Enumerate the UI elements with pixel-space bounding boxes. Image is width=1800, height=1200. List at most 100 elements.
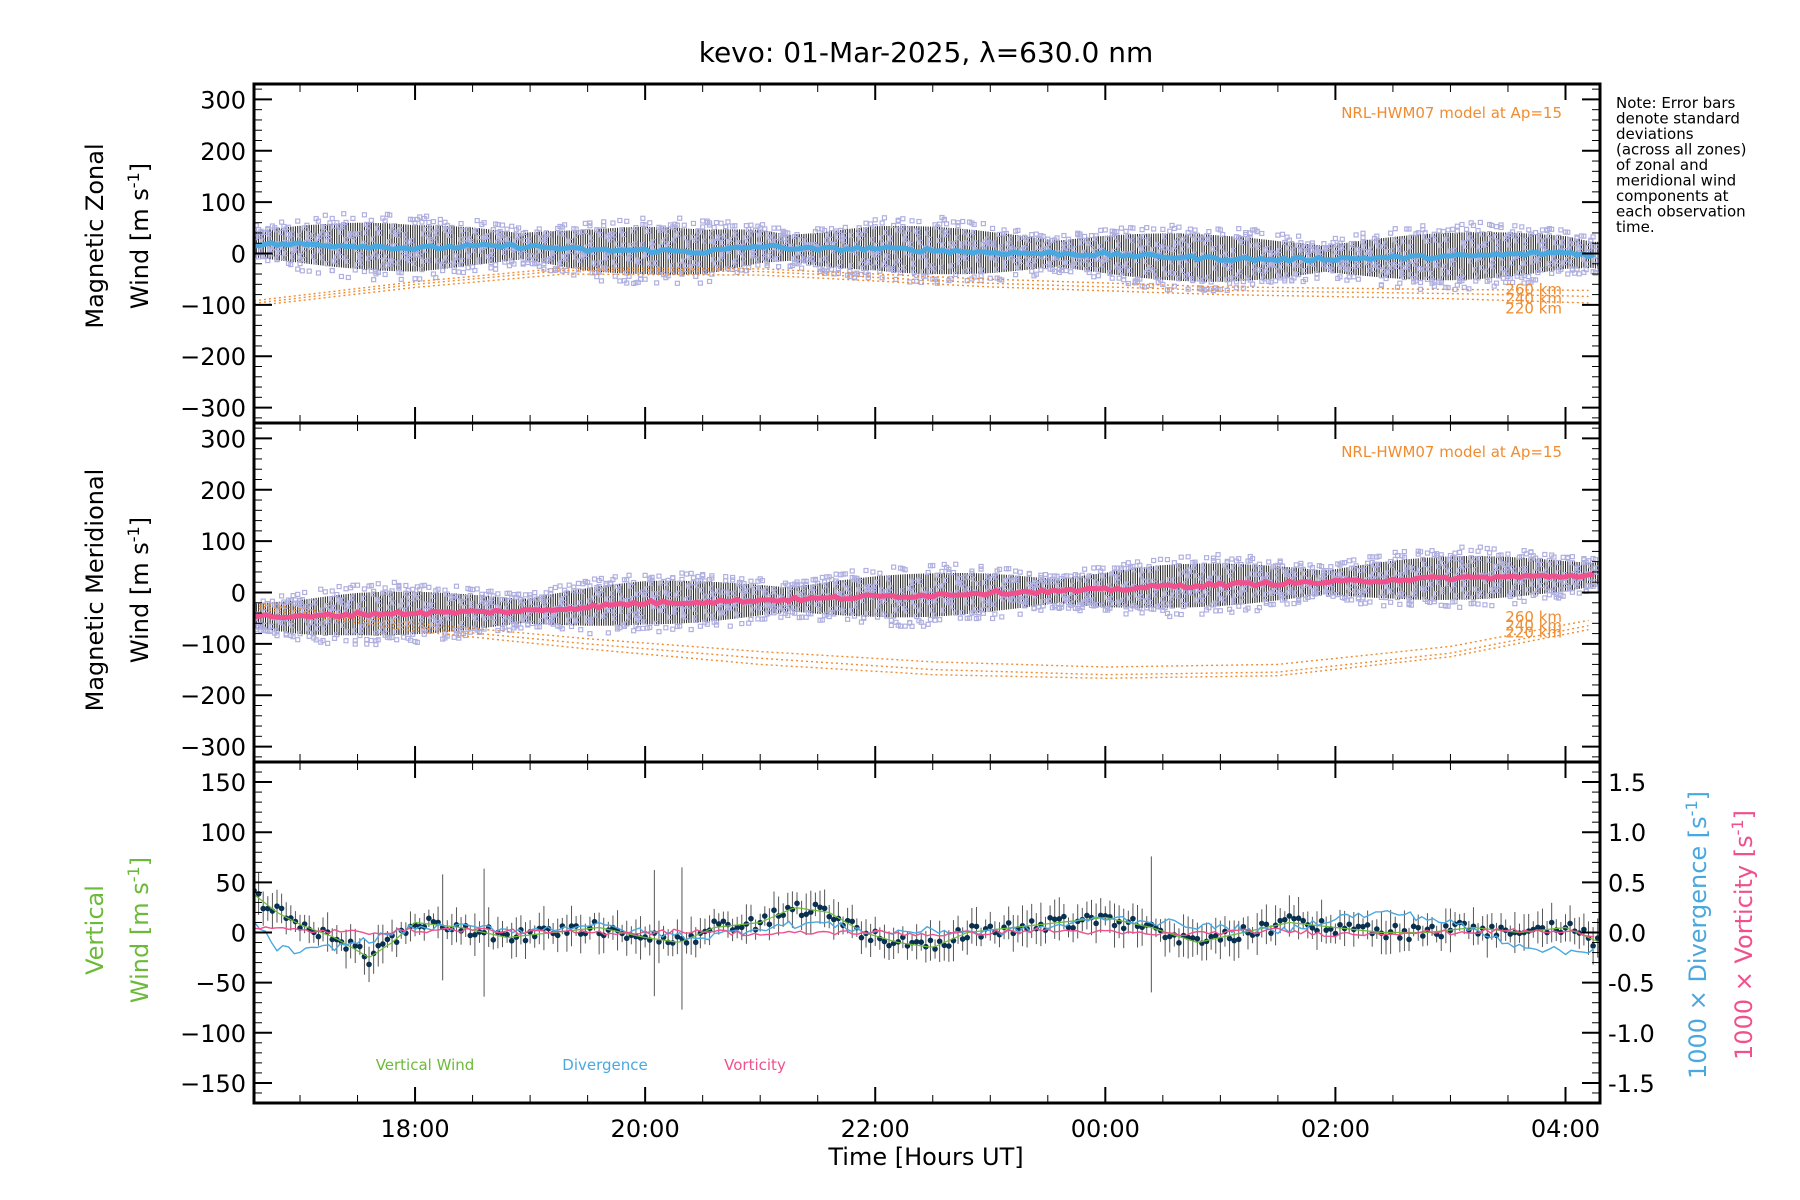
zone-point	[1058, 267, 1065, 274]
zone-point	[315, 270, 322, 276]
zone-point	[368, 582, 374, 589]
zone-point	[387, 212, 393, 218]
zone-point	[992, 611, 998, 617]
zone-point	[1489, 603, 1495, 609]
zone-point	[417, 214, 423, 220]
zone-point	[437, 220, 443, 227]
zone-point	[785, 582, 791, 588]
zone-point	[1475, 227, 1481, 234]
zone-point	[688, 626, 694, 633]
zone-point	[1590, 234, 1596, 240]
zone-point	[405, 587, 411, 594]
zone-point	[591, 576, 598, 582]
zone-point	[688, 570, 694, 576]
zone-point	[677, 623, 683, 629]
zone-point	[440, 267, 446, 274]
zone-point	[421, 582, 427, 588]
zone-point	[1431, 599, 1437, 605]
zone-point	[329, 215, 335, 222]
zone-point	[389, 588, 395, 594]
zone-point	[755, 616, 761, 622]
zone-point	[511, 261, 517, 267]
zone-point	[640, 625, 646, 631]
zone-point	[1305, 594, 1311, 600]
zone-point	[400, 634, 407, 640]
zone-point	[295, 218, 301, 224]
zone-point	[476, 629, 483, 636]
zone-point	[877, 570, 883, 576]
zone-point	[725, 219, 731, 225]
zone-point	[1086, 269, 1092, 276]
zone-point	[361, 586, 368, 592]
zone-point	[1167, 287, 1173, 293]
zone-point	[842, 571, 848, 577]
zone-point	[295, 637, 301, 643]
zone-point	[1144, 605, 1150, 611]
zone-point	[950, 219, 957, 225]
zone-point	[1498, 552, 1504, 558]
zone-point	[893, 276, 899, 282]
zone-point	[562, 222, 568, 228]
zone-point	[403, 582, 409, 589]
zone-point	[1351, 274, 1357, 280]
zone-point	[833, 571, 839, 577]
zone-point	[654, 280, 660, 286]
zone-point	[1298, 240, 1304, 246]
zone-point	[700, 571, 706, 578]
zone-point	[1484, 545, 1490, 552]
zone-point	[799, 614, 805, 620]
zone-point	[1376, 553, 1382, 559]
zone-point	[1148, 282, 1154, 289]
zone-point	[371, 588, 377, 594]
zone-point	[474, 586, 480, 592]
zone-point	[1245, 605, 1251, 611]
zone-point	[888, 622, 894, 629]
zone-point	[1102, 227, 1108, 233]
zone-point	[1332, 235, 1339, 242]
zone-point	[306, 633, 312, 639]
zone-point	[1574, 235, 1580, 241]
zone-point	[525, 259, 531, 266]
zone-point	[1468, 547, 1474, 554]
zone-point	[414, 639, 420, 645]
zone-point	[541, 266, 547, 272]
zone-point	[1454, 223, 1460, 229]
zone-point	[557, 583, 563, 589]
zone-point	[1151, 557, 1157, 564]
zone-point	[1058, 601, 1065, 608]
zone-point	[515, 591, 522, 597]
zone-point	[492, 262, 499, 268]
zone-point	[1137, 276, 1143, 282]
zone-point	[1592, 269, 1598, 276]
zone-point	[334, 592, 340, 598]
zone-point	[1017, 569, 1023, 575]
zone-point	[1574, 266, 1580, 272]
zone-point	[1539, 227, 1546, 233]
zone-point	[575, 580, 582, 587]
zone-point	[1397, 280, 1403, 286]
zone-point	[1314, 275, 1320, 281]
zone-point	[295, 591, 301, 597]
zone-point	[1220, 231, 1226, 238]
zone-point	[297, 261, 303, 267]
zone-point	[474, 217, 480, 224]
zone-point	[617, 625, 623, 631]
zone-point	[1457, 604, 1463, 610]
zone-point	[532, 590, 538, 596]
zone-point	[1263, 600, 1269, 606]
zone-point	[1549, 226, 1555, 232]
zone-point	[1491, 546, 1497, 552]
zone-point	[1302, 276, 1309, 283]
zone-point	[1217, 286, 1223, 293]
y-tick-label: −300	[180, 734, 246, 762]
zone-point	[1388, 599, 1394, 605]
zone-point	[1185, 554, 1191, 560]
zone-point	[900, 216, 906, 222]
zone-point	[1569, 554, 1575, 560]
zone-point	[322, 212, 328, 218]
zone-point	[663, 625, 669, 631]
zone-point	[704, 621, 710, 627]
zone-point	[1068, 573, 1074, 579]
zone-point	[759, 578, 766, 584]
zone-point	[1597, 588, 1600, 594]
